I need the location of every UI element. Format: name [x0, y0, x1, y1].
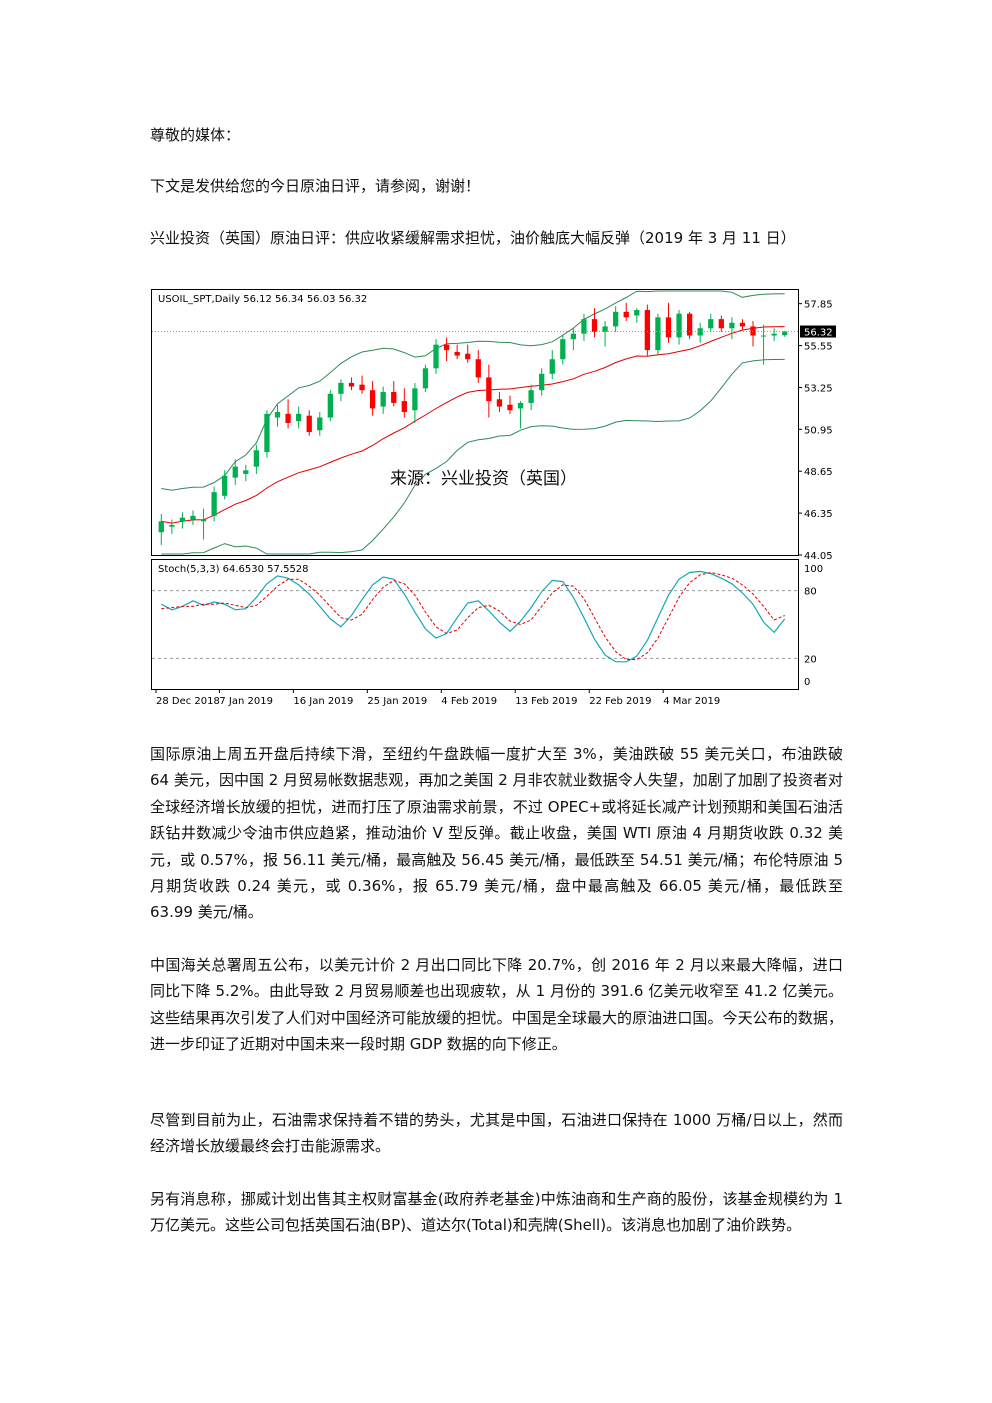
candle [433, 339, 439, 374]
date-tick-label: 4 Mar 2019 [663, 696, 720, 707]
candle [507, 395, 513, 414]
stoch-tick-label: 20 [804, 654, 817, 665]
candle [718, 315, 724, 332]
candle [549, 350, 555, 380]
date-tick-label: 7 Jan 2019 [219, 696, 273, 707]
candle [486, 364, 492, 418]
candle [591, 308, 598, 338]
stoch-tick-label: 100 [804, 564, 823, 575]
candle [359, 375, 365, 394]
candle [401, 388, 407, 418]
candle [243, 464, 249, 482]
candle [454, 344, 460, 360]
candle [222, 470, 228, 500]
candle [771, 328, 777, 341]
stoch-d-line [161, 571, 785, 660]
candle [253, 444, 260, 474]
candle [634, 308, 640, 323]
candle [264, 410, 270, 458]
price-tick-label: 46.35 [804, 509, 833, 520]
candle [570, 328, 577, 351]
candle [169, 519, 175, 535]
candle [623, 302, 629, 321]
candle [686, 311, 693, 340]
candle [760, 324, 767, 365]
candle [581, 313, 587, 341]
candle [644, 304, 650, 356]
candle [613, 306, 619, 332]
paragraph-norway-fund: 另有消息称，挪威计划出售其主权财富基金(政府养老基金)中炼油商和生产商的股份，该… [150, 1190, 843, 1235]
candle [306, 410, 312, 436]
candle [517, 401, 524, 429]
candle [211, 486, 217, 522]
candle [338, 379, 344, 402]
candle [708, 313, 714, 332]
price-tick-label: 50.95 [804, 425, 833, 436]
candle [560, 335, 566, 365]
candle [539, 368, 545, 396]
candle [190, 510, 196, 525]
candle [655, 313, 661, 356]
candle [739, 319, 746, 331]
date-tick-label: 4 Feb 2019 [441, 696, 497, 707]
current-price-label: 56.32 [804, 328, 833, 339]
candle [200, 508, 207, 540]
candle [697, 322, 703, 343]
candle [158, 514, 164, 545]
candle [327, 390, 333, 422]
candle [274, 404, 281, 427]
stoch-tick-label: 0 [804, 677, 810, 688]
candle [232, 459, 238, 485]
paragraph-market-summary: 国际原油上周五开盘后持续下滑，至纽约午盘跌幅一度扩大至 3%，美油跌破 55 美… [150, 745, 843, 922]
date-tick-label: 28 Dec 2018 [156, 696, 220, 707]
candle [676, 310, 682, 345]
price-tick-label: 57.85 [804, 300, 833, 311]
candle [665, 302, 672, 343]
candle [380, 386, 386, 414]
moving-average-line [161, 326, 785, 524]
stoch-header: Stoch(5,3,3) 64.6530 57.5528 [158, 564, 309, 575]
greeting: 尊敬的媒体： [150, 126, 241, 144]
intro-line: 下文是发供给您的今日原油日评，请参阅，谢谢！ [150, 177, 481, 195]
price-tick-label: 55.55 [804, 342, 833, 353]
candle [422, 364, 429, 392]
candle [496, 391, 503, 413]
paragraph-demand: 尽管到目前为止，石油需求保持着不错的势头，尤其是中国，石油进口保持在 1000 … [150, 1111, 843, 1156]
price-tick-label: 48.65 [804, 467, 833, 478]
stoch-panel-frame [151, 559, 799, 690]
price-panel-frame [151, 289, 799, 556]
chart-symbol-header: USOIL_SPT,Daily 56.12 56.34 56.03 56.32 [158, 294, 367, 305]
oil-price-chart: 57.85 55.55 53.25 50.95 48.65 46.35 44.05 56.32… [150, 284, 837, 707]
paragraph-china-trade: 中国海关总署周五公布，以美元计价 2 月出口同比下降 20.7%，创 2016 … [150, 956, 843, 1054]
price-tick-label: 53.25 [804, 383, 833, 394]
candle [317, 412, 323, 436]
chart-watermark: 来源：兴业投资（英国） [390, 469, 577, 489]
candle [528, 384, 534, 411]
candle [602, 320, 608, 347]
candle [391, 381, 397, 407]
candle [285, 399, 291, 429]
bollinger-lower-band [161, 358, 785, 555]
candle [782, 331, 788, 337]
date-tick-label: 13 Feb 2019 [515, 696, 577, 707]
date-tick-label: 16 Jan 2019 [293, 696, 353, 707]
candle [412, 382, 418, 423]
candle [179, 512, 186, 529]
report-headline: 兴业投资（英国）原油日评：供应收紧缓解需求担忧，油价触底大幅反弹（2019 年 … [150, 229, 796, 247]
candle [369, 381, 376, 416]
date-tick-label: 22 Feb 2019 [589, 696, 651, 707]
price-tick-label: 44.05 [804, 551, 833, 562]
candle [465, 344, 471, 363]
stoch-k-line [161, 570, 786, 663]
candle [729, 317, 735, 340]
candle [443, 337, 450, 362]
candle [296, 406, 302, 429]
candle [750, 320, 756, 347]
chart-canvas: 57.85 55.55 53.25 50.95 48.65 46.35 44.05 56.32… [150, 284, 837, 707]
date-tick-label: 25 Jan 2019 [367, 696, 427, 707]
current-price-tag [800, 325, 836, 338]
candle [348, 377, 355, 391]
candle [475, 350, 481, 383]
stoch-tick-label: 80 [804, 587, 817, 598]
